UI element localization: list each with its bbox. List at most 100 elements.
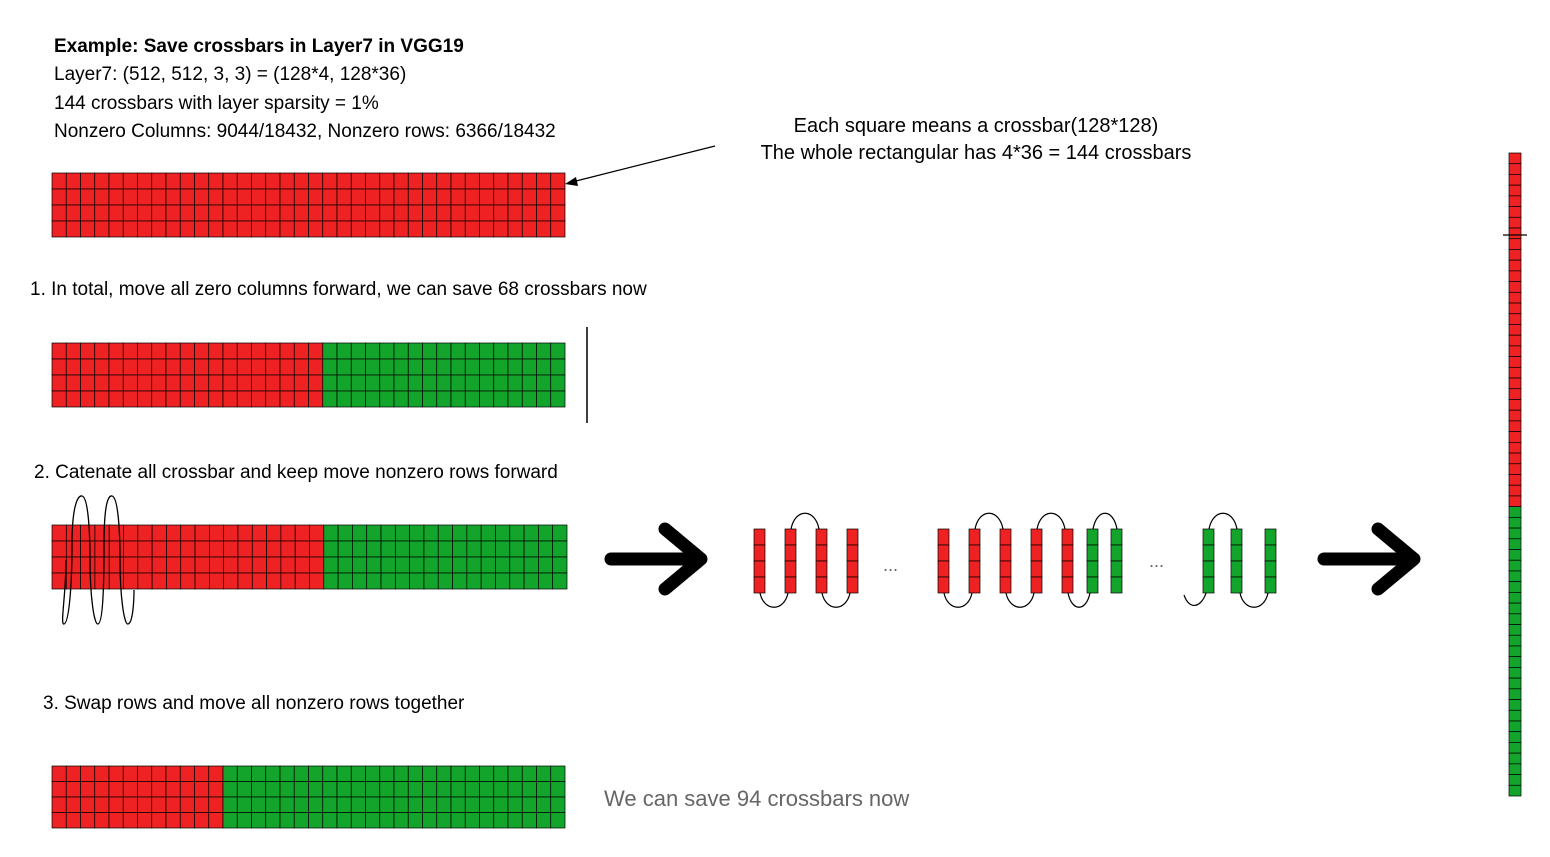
crossbar-cell	[294, 540, 310, 558]
crossbar-cell	[251, 204, 267, 222]
crossbar-cell	[293, 172, 309, 190]
strip-cell	[1030, 576, 1043, 594]
crossbar-cell	[251, 556, 267, 574]
crossbar-cell	[80, 812, 96, 829]
crossbar-cell	[94, 812, 110, 829]
crossbar-cell	[309, 540, 325, 558]
crossbar-cell	[466, 524, 482, 542]
crossbar-cell	[251, 765, 267, 782]
crossbar-cell	[336, 390, 352, 408]
crossbar-cell	[521, 812, 537, 829]
crossbar-cell	[51, 796, 67, 813]
crossbar-cell	[550, 781, 566, 798]
grid-step3	[51, 765, 566, 829]
crossbar-cell	[509, 556, 525, 574]
crossbar-cell	[423, 572, 439, 590]
crossbar-cell	[137, 342, 153, 360]
strip-cell	[846, 528, 859, 546]
crossbar-cell	[365, 342, 381, 360]
crossbar-cell	[194, 358, 210, 376]
strip-cell	[999, 560, 1012, 578]
crossbar-cell	[293, 204, 309, 222]
crossbar-cell	[122, 765, 138, 782]
crossbar-cell	[538, 556, 554, 574]
vertical-cell	[1508, 366, 1522, 379]
crossbar-cell	[293, 390, 309, 408]
crossbar-cell	[237, 540, 253, 558]
crossbar-cell	[393, 765, 409, 782]
strip-cell	[846, 544, 859, 562]
crossbar-cell	[550, 342, 566, 360]
crossbar-cell	[265, 172, 281, 190]
crossbar-cell	[436, 342, 452, 360]
crossbar-cell	[479, 390, 495, 408]
crossbar-cell	[94, 765, 110, 782]
vertical-cell	[1508, 302, 1522, 315]
crossbar-cell	[380, 540, 396, 558]
crossbar-cell	[236, 374, 252, 392]
crossbar-cell	[137, 556, 153, 574]
crossbar-cell	[251, 374, 267, 392]
crossbar-cell	[208, 220, 224, 238]
crossbar-cell	[366, 556, 382, 574]
crossbar-cell	[94, 188, 110, 206]
crossbar-cell	[322, 781, 338, 798]
crossbar-cell	[265, 796, 281, 813]
crossbar-cell	[507, 812, 523, 829]
crossbar-cell	[552, 540, 568, 558]
vertical-cell	[1508, 645, 1522, 658]
crossbar-cell	[165, 358, 181, 376]
vertical-cell	[1508, 495, 1522, 507]
vertical-cell	[1508, 259, 1522, 272]
crossbar-cell	[550, 374, 566, 392]
vertical-cell	[1508, 216, 1522, 229]
crossbar-cell	[523, 524, 539, 542]
strip-cell	[1030, 528, 1043, 546]
strip-cell	[1110, 544, 1123, 562]
crossbar-cell	[365, 765, 381, 782]
crossbar-cell	[479, 172, 495, 190]
crossbar-cell	[251, 796, 267, 813]
crossbar-cell	[279, 342, 295, 360]
crossbar-cell	[151, 765, 167, 782]
crossbar-cell	[479, 358, 495, 376]
crossbar-cell	[293, 765, 309, 782]
vertical-cell	[1508, 656, 1522, 668]
crossbar-cell	[279, 374, 295, 392]
crossbar-cell	[536, 172, 552, 190]
crossbar-cell	[379, 358, 395, 376]
crossbar-cell	[450, 765, 466, 782]
crossbar-cell	[450, 172, 466, 190]
crossbar-cell	[208, 765, 224, 782]
crossbar-cell	[237, 572, 253, 590]
crossbar-cell	[480, 556, 496, 574]
crossbar-cell	[123, 524, 139, 542]
crossbar-cell	[352, 540, 368, 558]
crossbar-cell	[51, 781, 67, 798]
crossbar-cell	[251, 342, 267, 360]
crossbar-cell	[521, 358, 537, 376]
crossbar-cell	[165, 781, 181, 798]
crossbar-cell	[279, 812, 295, 829]
crossbar-cell	[179, 796, 195, 813]
crossbar-cell	[223, 524, 239, 542]
crossbar-cell	[279, 390, 295, 408]
crossbar-cell	[350, 220, 366, 238]
crossbar-cell	[165, 812, 181, 829]
crossbar-cell	[436, 374, 452, 392]
crossbar-cell	[407, 342, 423, 360]
vertical-cell	[1508, 763, 1522, 775]
crossbar-cell	[280, 540, 296, 558]
crossbar-cell	[65, 812, 81, 829]
vertical-cell	[1508, 184, 1522, 197]
crossbar-cell	[308, 342, 324, 360]
crossbar-cell	[151, 781, 167, 798]
crossbar-cell	[309, 572, 325, 590]
crossbar-cell	[493, 765, 509, 782]
strip-cell	[937, 528, 950, 546]
vertical-cell	[1508, 667, 1522, 679]
crossbar-cell	[265, 342, 281, 360]
strip-cell	[1264, 560, 1277, 578]
crossbar-cell	[280, 524, 296, 542]
crossbar-cell	[550, 765, 566, 782]
